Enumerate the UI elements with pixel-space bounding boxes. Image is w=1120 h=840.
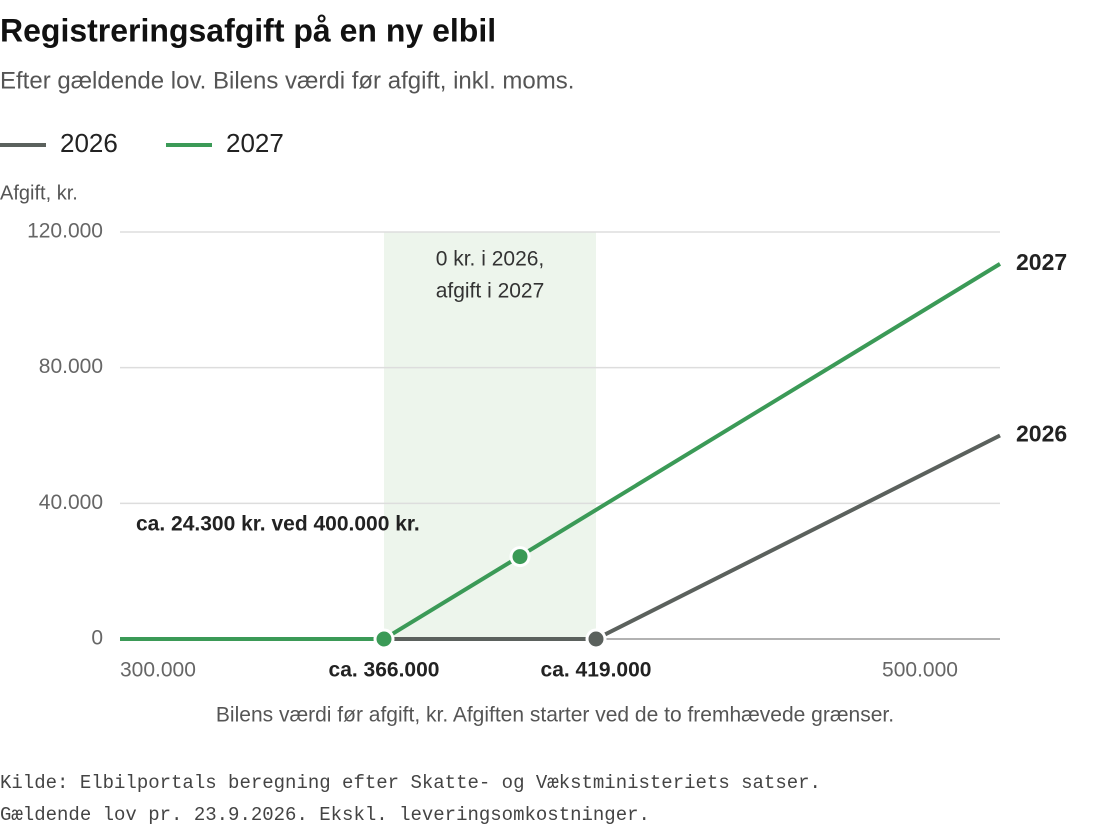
y-tick-label: 0 — [91, 627, 103, 650]
x-axis-label: Bilens værdi før afgift, kr. Afgiften st… — [216, 704, 894, 727]
shaded-range — [384, 232, 596, 639]
x-tick-label-highlight: ca. 419.000 — [541, 659, 652, 682]
end-label: 2026 — [1016, 421, 1067, 447]
x-tick-label-highlight: ca. 366.000 — [329, 659, 440, 682]
legend-label: 2026 — [60, 128, 118, 158]
annotation-dot — [509, 546, 531, 568]
y-axis-label: Afgift, kr. — [0, 182, 78, 204]
y-tick-label: 80.000 — [39, 355, 103, 378]
chart-title: Registreringsafgift på en ny elbil — [0, 12, 496, 48]
shade-label: 0 kr. i 2026, — [436, 248, 545, 271]
threshold-dot — [585, 628, 607, 650]
x-tick-label: 500.000 — [882, 659, 958, 682]
y-tick-label: 40.000 — [39, 491, 103, 514]
source: Gældende lov pr. 23.9.2026. Ekskl. lever… — [0, 804, 650, 826]
x-tick-label: 300.000 — [120, 659, 196, 682]
shade-label: afgift i 2027 — [436, 280, 545, 303]
threshold-dot — [373, 628, 395, 650]
end-label: 2027 — [1016, 249, 1067, 275]
chart-subtitle: Efter gældende lov. Bilens værdi før afg… — [0, 67, 574, 94]
annotation-label: ca. 24.300 kr. ved 400.000 kr. — [136, 513, 420, 536]
source: Kilde: Elbilportals beregning efter Skat… — [0, 772, 821, 794]
y-tick-label: 120.000 — [27, 220, 103, 243]
legend-label: 2027 — [226, 128, 284, 158]
